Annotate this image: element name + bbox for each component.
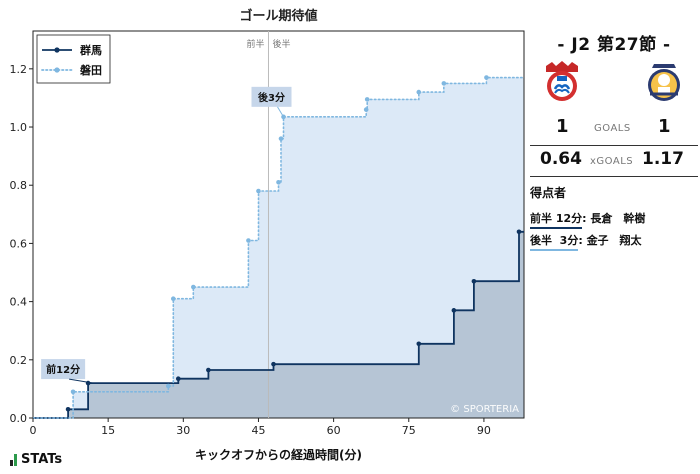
- xgoals-label: xGOALS: [590, 156, 634, 167]
- x-tick-label: 75: [402, 424, 416, 437]
- halftime-label-first: 前半: [246, 38, 264, 50]
- legend-label: 磐田: [80, 63, 102, 77]
- shot-point: [165, 383, 171, 389]
- halftime-label-second: 後半: [272, 38, 290, 50]
- y-tick-label: 0.6: [10, 237, 28, 250]
- annotation-leader: [277, 106, 284, 118]
- shot-point: [206, 367, 211, 373]
- shot-point: [191, 284, 196, 290]
- shot-point: [246, 238, 251, 243]
- watermark: © SPORTERIA: [450, 404, 519, 415]
- y-tick-label: 1.0: [10, 121, 28, 134]
- y-tick-label: 0.0: [10, 412, 28, 425]
- annotation-label: 後3分: [258, 91, 285, 104]
- shot-point: [416, 89, 422, 95]
- legend-box: [36, 34, 111, 84]
- chart-title: ゴール期待値: [239, 8, 317, 24]
- shot-point: [441, 81, 447, 86]
- match-panel: - J2 第27節 - 1 GOALS 1 0.64 xGOALS 1.17 得…: [528, 0, 700, 474]
- area-away: [33, 77, 524, 418]
- y-tick-label: 0.8: [10, 179, 28, 192]
- shot-point: [484, 75, 489, 80]
- x-axis-label: キックオフからの経過時間(分): [195, 447, 362, 462]
- x-tick-label: 15: [101, 424, 115, 437]
- annotation-box: [41, 359, 86, 380]
- annotation-label: 前12分: [46, 363, 80, 376]
- goals-label: GOALS: [594, 123, 631, 134]
- shot-point: [70, 389, 76, 395]
- scorer-row-home: 前半 12分: 長倉 幹樹: [530, 210, 645, 229]
- legend-marker: [54, 47, 60, 53]
- x-tick-label: 45: [251, 424, 265, 437]
- shot-point: [276, 180, 281, 185]
- scorer-row-away: 後半 3分: 金子 翔太: [530, 232, 642, 251]
- scorer-name: 長倉 幹樹: [590, 212, 646, 225]
- y-tick-label: 0.4: [10, 296, 28, 309]
- stats-logo-text: STATs: [21, 452, 63, 467]
- shot-point: [364, 97, 370, 102]
- shot-point: [170, 296, 176, 301]
- shot-point: [65, 406, 71, 412]
- annotation-box: [251, 86, 292, 107]
- shot-point: [278, 136, 284, 141]
- scorer-time: 後半 3分: [530, 232, 579, 251]
- away-xg: 1.17: [642, 149, 684, 169]
- home-score: 1: [556, 116, 569, 137]
- shot-point: [271, 361, 276, 367]
- away-score: 1: [658, 116, 671, 137]
- shot-point: [363, 107, 369, 112]
- y-tick-label: 1.2: [10, 63, 28, 76]
- plot-frame: [32, 30, 525, 419]
- stats-logo-icon: [10, 453, 17, 466]
- x-tick-label: 30: [176, 424, 190, 437]
- shot-point: [471, 278, 477, 284]
- legend-label: 群馬: [79, 43, 102, 57]
- scorers-heading: 得点者: [530, 186, 567, 200]
- legend-marker: [54, 67, 60, 73]
- shot-point: [451, 308, 457, 313]
- y-tick-label: 0.2: [10, 354, 28, 367]
- x-tick-label: 60: [327, 424, 341, 437]
- away-crest-icon: [648, 64, 680, 101]
- annotation-leader: [69, 378, 94, 384]
- scorer-time: 前半 12分: [530, 210, 583, 229]
- x-tick-label: 0: [30, 424, 37, 437]
- shot-point: [175, 376, 181, 382]
- shot-point: [416, 341, 422, 347]
- home-crest-icon: [546, 61, 578, 101]
- series-line-away: [32, 76, 525, 419]
- stats-logo: STATs: [10, 452, 62, 467]
- match-title: - J2 第27節 -: [557, 35, 671, 55]
- shot-point: [256, 188, 261, 194]
- scorer-name: 金子 翔太: [586, 234, 642, 247]
- divider: [530, 145, 698, 146]
- shot-point: [516, 229, 522, 235]
- home-xg: 0.64: [540, 149, 582, 169]
- x-tick-label: 90: [477, 424, 491, 437]
- divider: [530, 176, 698, 177]
- series-line-home: [33, 230, 524, 419]
- area-home: [33, 231, 524, 418]
